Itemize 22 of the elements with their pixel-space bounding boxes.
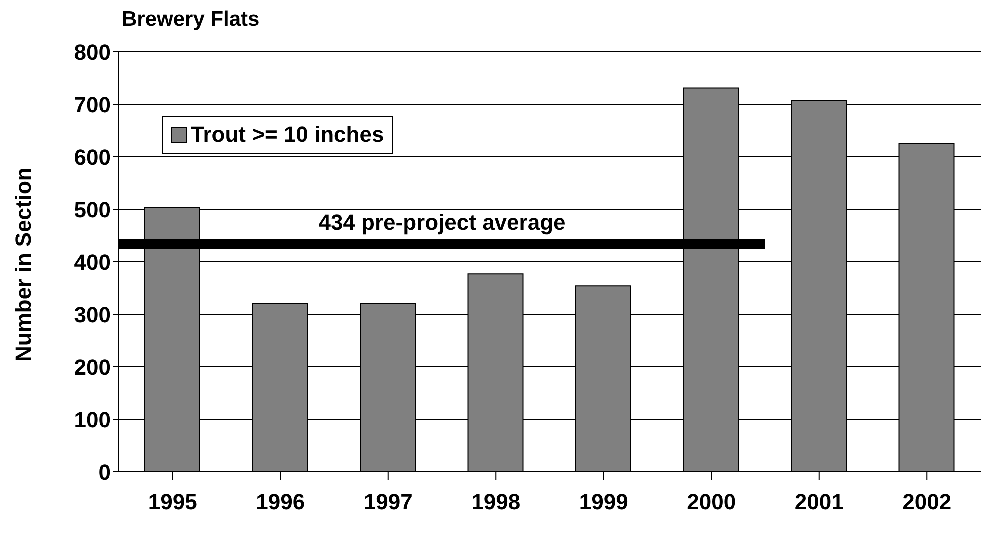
y-tick-label: 200	[74, 354, 111, 380]
chart-title: Brewery Flats	[122, 8, 260, 32]
y-axis-title: Number in Section	[10, 168, 36, 362]
x-tick-label: 2001	[794, 490, 844, 515]
y-tick-label: 800	[74, 40, 111, 65]
x-tick-label: 1995	[148, 490, 198, 515]
x-tick-label: 1998	[472, 490, 521, 515]
y-tick-label: 300	[74, 302, 111, 328]
x-tick-label: 2000	[687, 490, 736, 515]
y-tick-label: 100	[74, 407, 111, 432]
x-tick-label: 1996	[256, 490, 306, 515]
y-tick-label: 0	[98, 460, 111, 485]
legend-box: Trout >= 10 inches	[162, 116, 394, 154]
x-tick-label: 1997	[364, 490, 413, 515]
y-tick-label: 400	[74, 250, 111, 275]
ref-line-label: 434 pre-project average	[318, 210, 566, 236]
x-tick-label: 1999	[579, 490, 628, 515]
y-tick-label: 600	[74, 144, 111, 170]
legend-label: Trout >= 10 inches	[190, 122, 384, 148]
y-tick-label: 700	[74, 92, 111, 118]
x-tick-label: 2002	[902, 490, 952, 515]
y-tick-label: 500	[74, 197, 111, 222]
